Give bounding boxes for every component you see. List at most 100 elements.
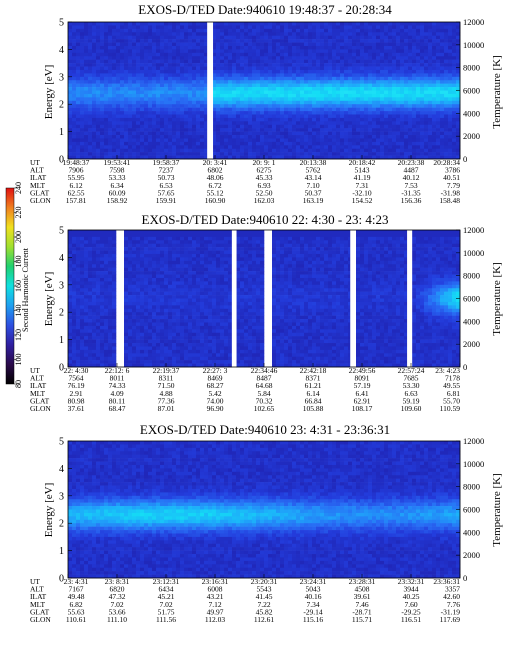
orbit-cell: 112.03 (205, 615, 226, 624)
orbit-cell: 109.60 (401, 404, 422, 413)
orbit-cell: 45.33 (256, 173, 273, 182)
orbit-cell: 8371 (306, 374, 321, 383)
orbit-row-label: ILAT (30, 592, 47, 601)
panel-1-orbit-table: UT 19:48:37 19:53:41 19:58:37 20: 3:41 20: 9:… (30, 158, 460, 205)
orbit-cell: 20:28:34 (433, 158, 460, 167)
orbit-cell: 96.90 (207, 404, 224, 413)
orbit-cell: 23:12:31 (153, 577, 180, 586)
orbit-cell: 23:16:31 (202, 577, 229, 586)
y2-tick-label: 2000 (463, 131, 480, 141)
orbit-cell: -31.35 (401, 188, 421, 197)
y2-tick-label: 8000 (463, 63, 480, 73)
orbit-cell: 49.97 (207, 607, 224, 616)
orbit-cell: 55.12 (207, 188, 224, 197)
orbit-cell: 61.21 (305, 381, 322, 390)
orbit-cell: 159.91 (156, 196, 177, 205)
colorbar-scale (5, 187, 15, 385)
orbit-cell: 40.12 (403, 173, 420, 182)
orbit-cell: 23:32:31 (398, 577, 425, 586)
orbit-cell: 7.53 (404, 181, 417, 190)
orbit-cell: 111.10 (107, 615, 127, 624)
orbit-cell: -31.98 (441, 188, 461, 197)
orbit-cell: 3357 (445, 585, 460, 594)
orbit-cell: 7.76 (447, 600, 460, 609)
y2-tick-label: 6000 (463, 294, 480, 304)
orbit-cell: 23:24:31 (300, 577, 327, 586)
orbit-cell: 4487 (404, 166, 419, 175)
y-tick-label: 4 (59, 45, 64, 56)
orbit-cell: 117.69 (440, 615, 461, 624)
y2-tick-label: 4000 (463, 108, 480, 118)
orbit-cell: 71.50 (158, 381, 175, 390)
orbit-cell: 23:36:31 (433, 577, 460, 586)
orbit-row-label: ALT (30, 374, 44, 383)
orbit-cell: 5543 (257, 585, 272, 594)
orbit-cell: 7.12 (208, 600, 221, 609)
orbit-cell: 19:48:37 (63, 158, 90, 167)
orbit-cell: 66.84 (305, 396, 322, 405)
orbit-cell: 7167 (69, 585, 84, 594)
orbit-row-label: GLON (30, 196, 51, 205)
orbit-cell: 23: 4:23 (435, 366, 460, 375)
orbit-cell: 5.42 (208, 389, 221, 398)
y-tick-label: 5 (59, 18, 64, 29)
orbit-cell: 51.75 (158, 607, 175, 616)
orbit-cell: 156.36 (401, 196, 422, 205)
orbit-cell: 163.19 (303, 196, 324, 205)
data-gap (350, 230, 356, 367)
panel-2-orbit-table: UT 22: 4:30 22:12: 6 22:19:37 22:27: 3 22:34:… (30, 366, 460, 413)
panel-2-ylabel: Energy [eV] (43, 272, 55, 326)
orbit-row-label: MLT (30, 181, 46, 190)
orbit-cell: 108.17 (352, 404, 373, 413)
orbit-cell: 110.59 (440, 404, 461, 413)
orbit-cell: 20:13:38 (300, 158, 327, 167)
orbit-row-label: ALT (30, 166, 44, 175)
orbit-row-label: UT (30, 577, 40, 586)
orbit-cell: 102.65 (254, 404, 275, 413)
orbit-row-label: UT (30, 158, 40, 167)
colorbar-tick-label: 200 (14, 231, 23, 243)
colorbar-tick-label: 240 (14, 182, 23, 194)
orbit-cell: 57.65 (158, 188, 175, 197)
orbit-cell: 2.91 (69, 389, 82, 398)
orbit-cell: 23:20:31 (251, 577, 278, 586)
orbit-row-label: GLAT (30, 607, 50, 616)
orbit-row-label: GLAT (30, 396, 50, 405)
orbit-cell: 7.34 (306, 600, 319, 609)
orbit-row-label: ILAT (30, 381, 47, 390)
data-gap (231, 230, 237, 367)
panel-2-y2label: Temperature [K] (491, 262, 503, 335)
y2-tick-label: 12000 (463, 436, 484, 446)
orbit-cell: 23:28:31 (349, 577, 376, 586)
y2-tick-label: 4000 (463, 316, 480, 326)
orbit-cell: 115.16 (303, 615, 324, 624)
orbit-row-label: GLAT (30, 188, 50, 197)
panel-3-title: EXOS-D/TED Date:940610 23: 4:31 - 23:36:… (140, 422, 390, 437)
orbit-cell: 22: 4:30 (64, 366, 89, 375)
y2-tick-label: 10000 (463, 459, 484, 469)
colorbar-ticks: 80 100 120 140 160 180 200 220 240 (14, 182, 23, 388)
orbit-cell: 50.37 (305, 188, 322, 197)
orbit-cell: 40.16 (305, 592, 322, 601)
panel-2-title: EXOS-D/TED Date:940610 22: 4:30 - 23: 4:… (142, 212, 389, 227)
data-gap (117, 230, 123, 367)
orbit-cell: 6275 (257, 166, 272, 175)
orbit-cell: 162.03 (254, 196, 275, 205)
orbit-cell: 19:58:37 (153, 158, 180, 167)
orbit-cell: 49.55 (443, 381, 460, 390)
orbit-cell: 7685 (404, 374, 419, 383)
orbit-cell: 7906 (69, 166, 84, 175)
orbit-cell: 7.02 (159, 600, 172, 609)
orbit-cell: 158.92 (107, 196, 128, 205)
orbit-row-label: ALT (30, 585, 44, 594)
y-tick-label: 4 (59, 253, 64, 264)
orbit-cell: 8011 (110, 374, 125, 383)
orbit-cell: 7.02 (110, 600, 123, 609)
orbit-cell: 77.36 (158, 396, 175, 405)
y-tick-label: 3 (59, 491, 64, 502)
panel-1-plot-area (68, 22, 461, 160)
orbit-cell: 112.61 (254, 615, 275, 624)
orbit-cell: 23: 8:31 (105, 577, 130, 586)
orbit-cell: 6.72 (208, 181, 221, 190)
orbit-cell: 22:27: 3 (203, 366, 228, 375)
